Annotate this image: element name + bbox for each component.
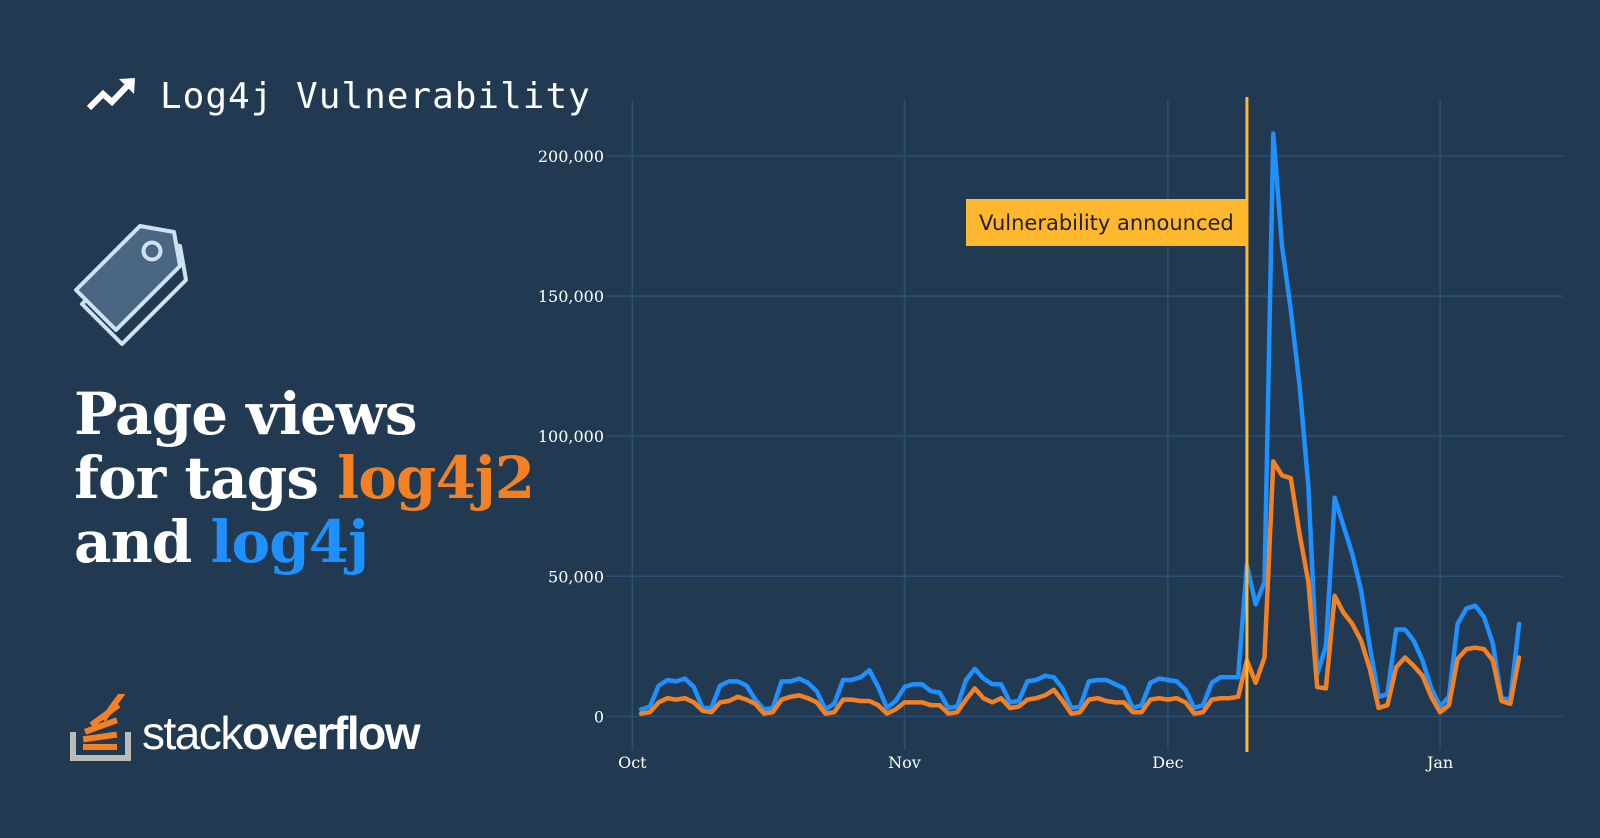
series-line-log4j (638, 131, 1522, 712)
headline: Page views for tags log4j2 and log4j (74, 380, 535, 574)
y-tick-label: 50,000 (548, 567, 604, 586)
annotation-box: Vulnerability announced (966, 199, 1247, 246)
tag-name-log4j: log4j (210, 508, 370, 576)
stack-overflow-logo-icon (70, 690, 134, 766)
stack-overflow-wordmark: stackoverflow (142, 707, 421, 759)
headline-line-2: for tags log4j2 (74, 444, 535, 512)
x-axis-tick-labels: Oct Nov Dec Jan (618, 753, 1453, 772)
headline-prefix: for tags (74, 444, 319, 512)
y-axis-tick-labels: 0 50,000 100,000 150,000 200,000 (538, 147, 604, 726)
series-lines (638, 131, 1522, 716)
horizontal-gridlines (606, 155, 1563, 718)
x-tick-label: Nov (888, 753, 921, 772)
chart-header: Log4j Vulnerability (86, 74, 591, 118)
y-tick-label: 100,000 (538, 427, 604, 446)
y-tick-label: 0 (594, 707, 604, 726)
stack-overflow-logo: stackoverflow (70, 690, 421, 766)
y-tick-label: 200,000 (538, 147, 604, 166)
chart-title: Log4j Vulnerability (160, 75, 591, 117)
vertical-gridlines (631, 100, 1441, 750)
annotation-label: Vulnerability announced (979, 211, 1234, 235)
x-tick-label: Oct (618, 753, 647, 772)
headline-prefix: and (74, 508, 192, 576)
x-tick-label: Dec (1152, 753, 1183, 772)
headline-line-1: Page views (74, 380, 418, 448)
x-tick-label: Jan (1425, 753, 1453, 772)
headline-line-3: and log4j (74, 510, 534, 574)
series-line-log4j2 (638, 459, 1522, 716)
trending-up-icon (86, 74, 138, 118)
tag-icon (70, 222, 198, 354)
tag-name-log4j2: log4j2 (337, 444, 535, 512)
y-tick-label: 150,000 (538, 287, 604, 306)
